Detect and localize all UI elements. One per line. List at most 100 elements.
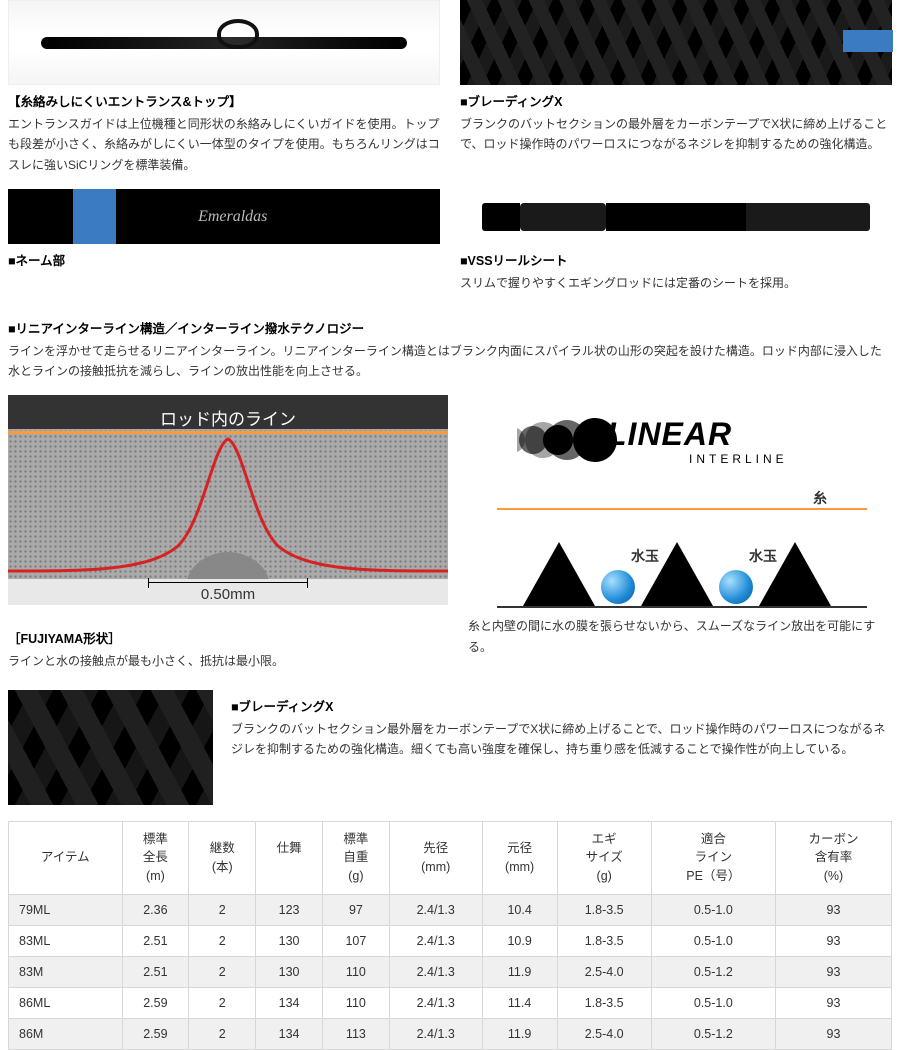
braiding2-title: ■ブレーディングX (231, 696, 892, 715)
table-cell: 83M (9, 956, 123, 987)
table-cell: 10.4 (482, 894, 557, 925)
table-cell: 130 (256, 956, 323, 987)
fujiyama-caption-desc: ラインと水の接触点が最も小さく、抵抗は最小限。 (8, 651, 448, 671)
table-header: アイテム (9, 821, 123, 894)
table-cell: 86ML (9, 987, 123, 1018)
table-row: 86M2.5921341132.4/1.311.92.5-4.00.5-1.29… (9, 1018, 892, 1049)
table-cell: 97 (322, 894, 389, 925)
spec-table: アイテム標準全長(m)継数(本)仕舞標準自重(g)先径(mm)元径(mm)エギサ… (8, 821, 892, 1050)
table-cell: 2.4/1.3 (389, 925, 482, 956)
feature-entrance: 【糸絡みしにくいエントランス&トップ】 エントランスガイドは上位機種と同形状の糸… (8, 0, 440, 189)
table-row: 86ML2.5921341102.4/1.311.41.8-3.50.5-1.0… (9, 987, 892, 1018)
table-cell: 2.36 (122, 894, 189, 925)
table-cell: 134 (256, 987, 323, 1018)
table-cell: 2 (189, 925, 256, 956)
thread-diagram: 糸 水玉 水玉 (497, 498, 867, 608)
table-cell: 134 (256, 1018, 323, 1049)
braiding-image (460, 0, 892, 85)
fujiyama-figure: ロッド内のライン 0.50mm (8, 395, 448, 608)
table-cell: 2.4/1.3 (389, 1018, 482, 1049)
braiding-x-2: ■ブレーディングX ブランクのバットセクション最外層をカーボンテープでX状に締め… (8, 690, 892, 805)
table-cell: 93 (775, 894, 891, 925)
table-cell: 11.9 (482, 956, 557, 987)
table-header: カーボン含有率(%) (775, 821, 891, 894)
table-cell: 93 (775, 925, 891, 956)
table-header: 標準全長(m) (122, 821, 189, 894)
table-cell: 93 (775, 987, 891, 1018)
table-row: 83M2.5121301102.4/1.311.92.5-4.00.5-1.29… (9, 956, 892, 987)
braiding-title: ■ブレーディングX (460, 91, 892, 110)
logo-sub-text: INTERLINE (689, 452, 788, 466)
table-cell: 86M (9, 1018, 123, 1049)
table-cell: 10.9 (482, 925, 557, 956)
vss-title: ■VSSリールシート (460, 250, 892, 269)
linear-section: ■リニアインターライン構造／インターライン撥水テクノロジー ラインを浮かせて走ら… (8, 318, 892, 382)
drop-label-1: 水玉 (631, 546, 659, 566)
table-cell: 0.5-1.2 (651, 1018, 775, 1049)
vss-reel-image (460, 189, 892, 244)
table-cell: 1.8-3.5 (557, 987, 651, 1018)
table-cell: 2.4/1.3 (389, 894, 482, 925)
table-header: 継数(本) (189, 821, 256, 894)
braiding-desc: ブランクのバットセクションの最外層をカーボンテープでX状に締め上げることで、ロッ… (460, 114, 892, 155)
table-cell: 0.5-1.0 (651, 894, 775, 925)
feature-vss: ■VSSリールシート スリムで握りやすくエギングロッドには定番のシートを採用。 (460, 189, 892, 307)
entrance-desc: エントランスガイドは上位機種と同形状の糸絡みしにくいガイドを使用。トップも段差が… (8, 114, 440, 175)
table-cell: 11.4 (482, 987, 557, 1018)
table-header: 標準自重(g) (322, 821, 389, 894)
linear-desc: ラインを浮かせて走らせるリニアインターライン。リニアインターライン構造とはブラン… (8, 341, 892, 382)
table-cell: 2 (189, 956, 256, 987)
table-header: 仕舞 (256, 821, 323, 894)
fujiyama-caption: ［FUJIYAMA形状］ ラインと水の接触点が最も小さく、抵抗は最小限。 (8, 622, 448, 675)
table-row: 79ML2.362123972.4/1.310.41.8-3.50.5-1.09… (9, 894, 892, 925)
table-cell: 2.4/1.3 (389, 956, 482, 987)
linear-title: ■リニアインターライン構造／インターライン撥水テクノロジー (8, 318, 892, 337)
table-cell: 2.5-4.0 (557, 1018, 651, 1049)
table-header: 元径(mm) (482, 821, 557, 894)
table-cell: 130 (256, 925, 323, 956)
table-cell: 93 (775, 956, 891, 987)
thread-diagram-desc: 糸と内壁の間に水の膜を張らせないから、スムーズなライン放出を可能にする。 (468, 616, 892, 657)
feature-name-part: Emeraldas ■ネーム部 (8, 189, 440, 307)
entrance-guide-image (8, 0, 440, 85)
thread-label: 糸 (813, 488, 827, 508)
table-cell: 1.8-3.5 (557, 894, 651, 925)
table-cell: 2.4/1.3 (389, 987, 482, 1018)
table-cell: 123 (256, 894, 323, 925)
table-cell: 93 (775, 1018, 891, 1049)
drop-label-2: 水玉 (749, 546, 777, 566)
table-cell: 110 (322, 956, 389, 987)
scale-label: 0.50mm (201, 586, 255, 603)
name-part-image: Emeraldas (8, 189, 440, 244)
table-cell: 2.51 (122, 925, 189, 956)
table-header: 先径(mm) (389, 821, 482, 894)
linear-interline-logo: LINEAR INTERLINE (517, 405, 847, 478)
name-part-title: ■ネーム部 (8, 250, 440, 269)
table-cell: 79ML (9, 894, 123, 925)
table-cell: 1.8-3.5 (557, 925, 651, 956)
table-cell: 107 (322, 925, 389, 956)
vss-desc: スリムで握りやすくエギングロッドには定番のシートを採用。 (460, 273, 892, 293)
table-row: 83ML2.5121301072.4/1.310.91.8-3.50.5-1.0… (9, 925, 892, 956)
table-cell: 2 (189, 1018, 256, 1049)
table-cell: 2.5-4.0 (557, 956, 651, 987)
entrance-title: 【糸絡みしにくいエントランス&トップ】 (8, 91, 440, 110)
braiding2-desc: ブランクのバットセクション最外層をカーボンテープでX状に締め上げることで、ロッド… (231, 719, 892, 760)
table-cell: 110 (322, 987, 389, 1018)
table-cell: 0.5-1.2 (651, 956, 775, 987)
logo-main-text: LINEAR (607, 416, 732, 452)
table-cell: 0.5-1.0 (651, 987, 775, 1018)
braiding-x-2-image (8, 690, 213, 805)
table-cell: 2.59 (122, 987, 189, 1018)
fujiyama-caption-title: ［FUJIYAMA形状］ (8, 628, 448, 647)
table-cell: 83ML (9, 925, 123, 956)
table-cell: 2 (189, 894, 256, 925)
table-cell: 11.9 (482, 1018, 557, 1049)
fujiyama-inner-label: ロッド内のライン (160, 405, 296, 430)
table-cell: 2.59 (122, 1018, 189, 1049)
table-header: 適合ラインPE（号） (651, 821, 775, 894)
table-header: エギサイズ(g) (557, 821, 651, 894)
feature-braiding: ■ブレーディングX ブランクのバットセクションの最外層をカーボンテープでX状に締… (460, 0, 892, 189)
table-cell: 113 (322, 1018, 389, 1049)
table-cell: 2.51 (122, 956, 189, 987)
